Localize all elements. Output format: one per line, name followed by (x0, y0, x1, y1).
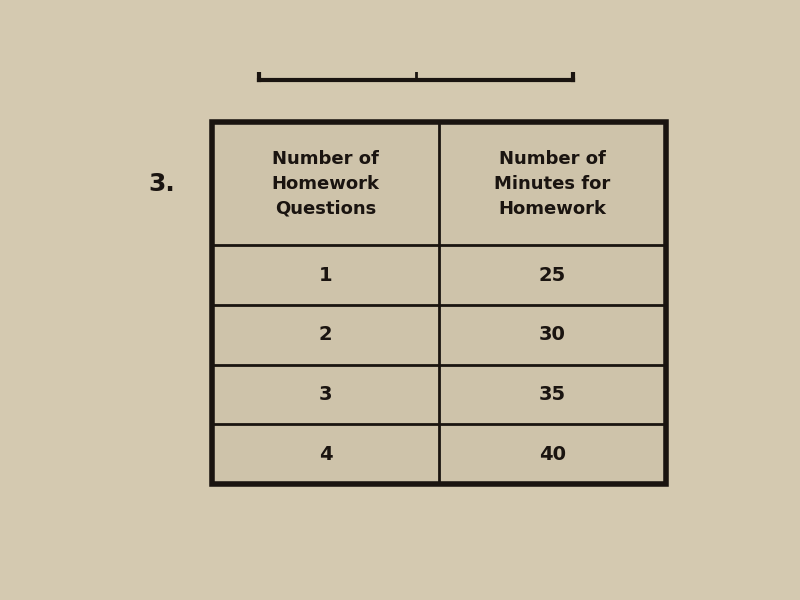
Text: 3.: 3. (149, 172, 175, 196)
Text: 40: 40 (539, 445, 566, 464)
Bar (212, 122, 666, 484)
Text: 3: 3 (319, 385, 333, 404)
Text: 35: 35 (539, 385, 566, 404)
Bar (212, 122, 666, 484)
Text: Number of
Minutes for
Homework: Number of Minutes for Homework (494, 149, 610, 218)
Text: 1: 1 (319, 266, 333, 284)
Text: Number of
Homework
Questions: Number of Homework Questions (272, 149, 380, 218)
Text: 2: 2 (319, 325, 333, 344)
Text: 25: 25 (538, 266, 566, 284)
Text: 30: 30 (539, 325, 566, 344)
Text: 4: 4 (319, 445, 333, 464)
